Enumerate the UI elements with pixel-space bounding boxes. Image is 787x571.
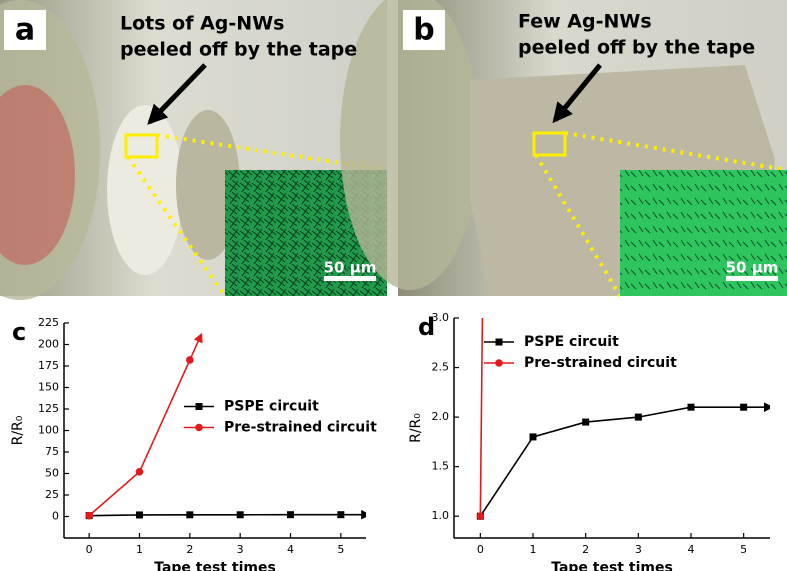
legend-marker (195, 403, 203, 410)
label-box (403, 10, 445, 50)
y-tick-label: 175 (38, 359, 59, 372)
series-line (89, 513, 341, 517)
marker (186, 511, 194, 519)
legend-marker (495, 359, 503, 367)
marker (476, 512, 485, 520)
marker (85, 511, 93, 520)
panel-label: b (413, 13, 434, 48)
y-tick-label: 3.0 (432, 311, 450, 324)
annotation: peeled off by the tape (518, 37, 755, 59)
marker (582, 418, 590, 426)
x-tick-label: 5 (337, 543, 344, 556)
label-box (4, 10, 46, 50)
annotation: peeled off by the tape (120, 39, 357, 61)
panel-label: d (418, 313, 435, 341)
x-tick-label: 3 (237, 543, 244, 556)
y-tick-label: 25 (45, 488, 59, 501)
trend-arrow (189, 332, 203, 361)
x-tick-label: 0 (477, 543, 484, 556)
panel-label: c (12, 318, 26, 346)
y-axis-title: R/R₀ (10, 415, 26, 445)
marker (634, 413, 642, 421)
plot-area (85, 332, 366, 520)
y-tick-label: 75 (45, 445, 59, 458)
marker (186, 356, 194, 364)
y-tick-label: 2.5 (432, 361, 450, 374)
x-tick-label: 2 (582, 543, 589, 556)
y-tick-label: 125 (38, 402, 59, 415)
series-line (479, 406, 744, 517)
series-line (88, 359, 191, 517)
y-tick-label: 100 (38, 424, 59, 437)
marker (687, 403, 695, 411)
y-tick-label: 150 (38, 381, 59, 394)
y-tick-label: 0 (52, 510, 59, 523)
marker (337, 511, 345, 519)
x-tick-label: 1 (530, 543, 537, 556)
legend-label: PSPE circuit (224, 399, 319, 415)
marker (529, 433, 537, 441)
annotation: Few Ag-NWs (518, 11, 652, 33)
y-tick-label: 225 (38, 316, 59, 329)
annotation: Lots of Ag-NWs (120, 13, 284, 35)
legend-label: Pre-strained circuit (524, 355, 677, 371)
x-tick-label: 4 (688, 543, 695, 556)
marker (236, 511, 244, 519)
scale-bar-label: 50 µm (324, 259, 377, 277)
x-tick-label: 4 (287, 543, 294, 556)
x-axis-title: Tape test times (154, 560, 276, 571)
scale-bar-label: 50 µm (726, 259, 779, 277)
plot-area (476, 318, 770, 520)
y-tick-label: 50 (45, 467, 59, 480)
panel-label: a (15, 13, 35, 48)
x-tick-label: 0 (86, 543, 93, 556)
y-tick-label: 2.0 (432, 410, 450, 423)
x-axis-title: Tape test times (551, 560, 673, 571)
y-axis-title: R/R₀ (408, 413, 424, 443)
y-tick-label: 1.5 (432, 460, 450, 473)
y-tick-label: 200 (38, 338, 59, 351)
marker (740, 403, 748, 411)
legend-marker (195, 423, 203, 432)
legend-label: Pre-strained circuit (224, 420, 377, 436)
x-tick-label: 2 (186, 543, 193, 556)
x-tick-label: 1 (136, 543, 143, 556)
x-tick-label: 5 (740, 543, 747, 556)
marker (287, 511, 294, 519)
marker (135, 467, 144, 476)
marker (136, 511, 143, 519)
photo-b (340, 0, 787, 298)
legend-label: PSPE circuit (524, 334, 619, 350)
x-tick-label: 3 (635, 543, 642, 556)
y-tick-label: 1.0 (432, 509, 450, 522)
legend-marker (495, 338, 503, 346)
